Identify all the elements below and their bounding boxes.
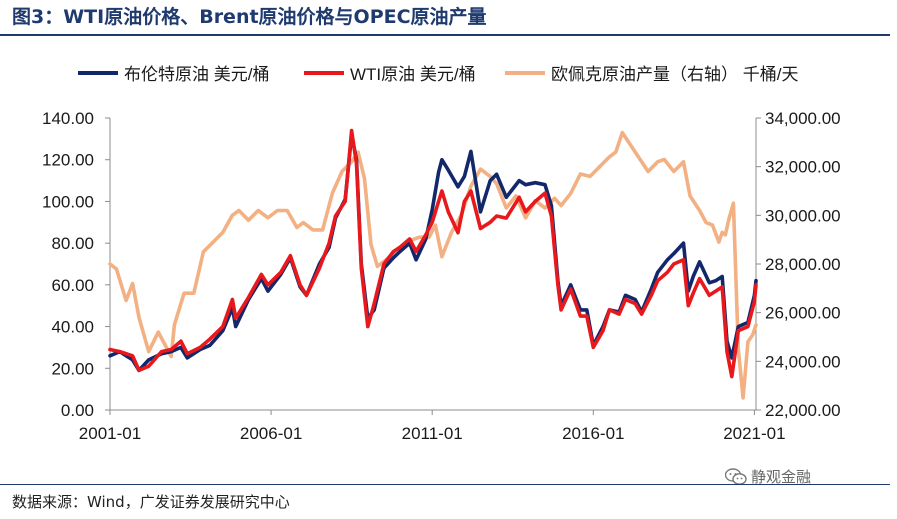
line-chart: 布伦特原油 美元/桶 WTI原油 美元/桶 欧佩克原油产量（右轴） 千桶/天 0… <box>42 65 841 443</box>
left-axis-tick-label: 140.00 <box>42 109 94 128</box>
source-divider <box>0 484 890 485</box>
series-line-brent <box>108 132 758 373</box>
series-line-opec <box>108 130 758 400</box>
legend: 布伦特原油 美元/桶 WTI原油 美元/桶 欧佩克原油产量（右轴） 千桶/天 <box>78 65 798 84</box>
x-axis-tick-label: 2001-01 <box>79 424 141 443</box>
x-axis-tick-label: 2011-01 <box>402 424 463 443</box>
watermark: 静观金融 <box>725 466 811 487</box>
legend-label-brent: 布伦特原油 美元/桶 <box>124 65 269 84</box>
source-note: 数据来源：Wind，广发证券发展研究中心 <box>12 493 290 511</box>
right-axis-tick-label: 28,000.00 <box>765 255 841 274</box>
right-axis-tick-label: 30,000.00 <box>765 206 841 225</box>
axes: 0.00 20.00 40.00 60.00 80.00 100.00 120.00 140.… <box>42 109 841 443</box>
right-axis-tick-label: 34,000.00 <box>765 109 841 128</box>
x-axis-tick-label: 2021-01 <box>723 424 785 443</box>
left-axis-tick-label: 120.00 <box>42 151 94 170</box>
series-line-wti <box>108 128 758 379</box>
left-axis-tick-label: 0.00 <box>61 401 94 420</box>
right-axis-tick-label: 32,000.00 <box>765 158 841 177</box>
right-axis-tick-label: 26,000.00 <box>765 304 841 323</box>
legend-label-wti: WTI原油 美元/桶 <box>350 65 476 84</box>
title-divider <box>0 34 890 36</box>
watermark-text: 静观金融 <box>751 468 812 486</box>
left-axis-tick-label: 20.00 <box>51 359 94 378</box>
x-axis-tick-label: 2016-01 <box>562 424 624 443</box>
wechat-icon <box>725 467 747 485</box>
right-axis-tick-label: 22,000.00 <box>765 401 841 420</box>
left-axis-tick-label: 80.00 <box>51 234 94 253</box>
series-lines <box>108 128 758 400</box>
left-axis-tick-label: 60.00 <box>51 276 94 295</box>
legend-label-opec: 欧佩克原油产量（右轴） 千桶/天 <box>551 65 798 84</box>
figure-title: 图3：WTI原油价格、Brent原油价格与OPEC原油产量 <box>12 6 487 28</box>
left-axis-tick-label: 40.00 <box>51 318 94 337</box>
left-axis-tick-label: 100.00 <box>42 192 94 211</box>
x-axis-tick-label: 2006-01 <box>240 424 302 443</box>
right-axis-tick-label: 24,000.00 <box>765 352 841 371</box>
